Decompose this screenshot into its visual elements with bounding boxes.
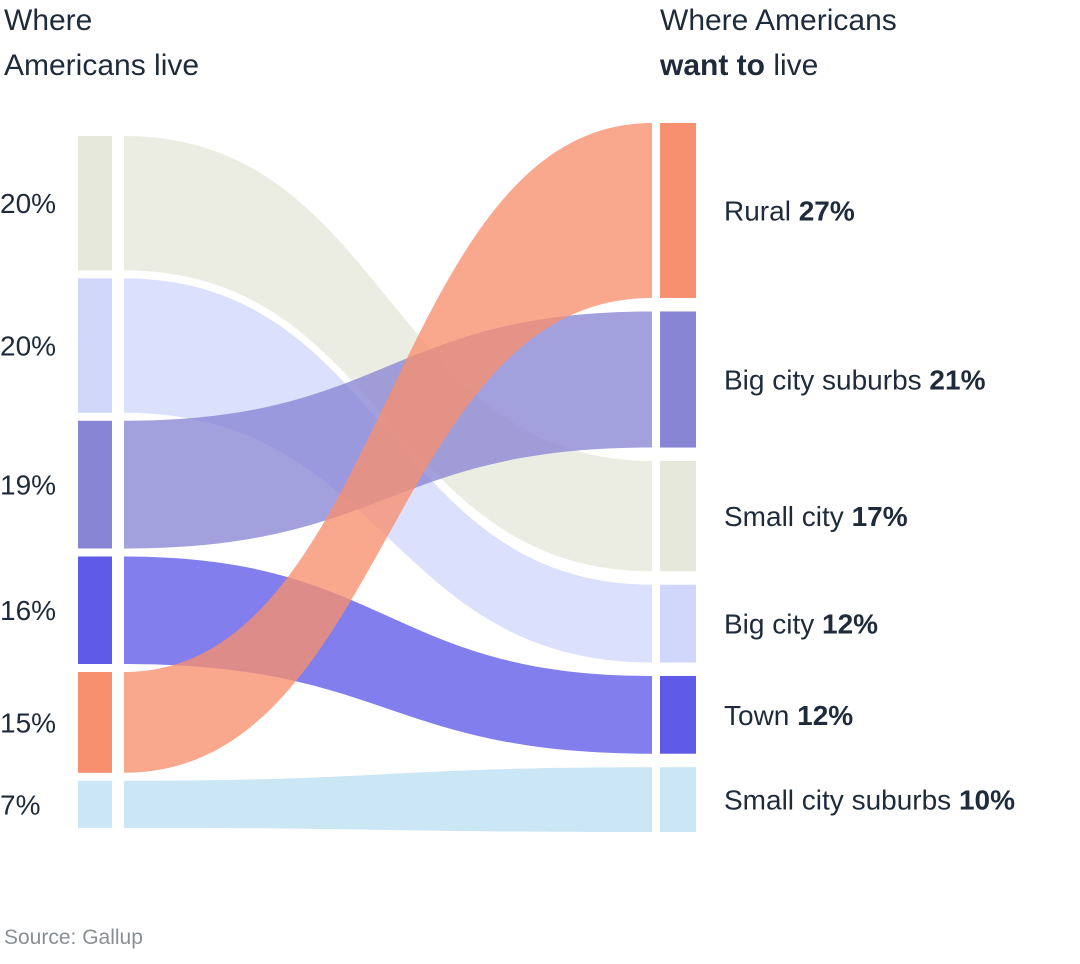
right-label-value: 10%: [959, 785, 1015, 816]
left-bar-small-city: [78, 136, 112, 271]
flow-bands: [124, 123, 652, 833]
right-title-emphasis: want to: [660, 49, 765, 82]
right-bar-rural: [660, 123, 696, 298]
right-label-value: 27%: [799, 195, 855, 226]
left-bar-small-city-suburbs: [78, 780, 112, 828]
left-column-title: Where Americans live: [4, 0, 199, 88]
right-title-line1: Where Americans: [660, 4, 897, 37]
right-label-category: Rural: [724, 195, 799, 226]
left-label-rural: 15%: [0, 707, 56, 738]
source-note: Source: Gallup: [4, 926, 143, 949]
flow-rural: [124, 123, 652, 773]
right-label-value: 21%: [929, 365, 985, 396]
left-label-small-city-suburbs: 7%: [0, 789, 40, 820]
right-label-category: Small city: [724, 501, 852, 532]
left-bar-town: [78, 556, 112, 664]
right-label-town: Town 12%: [724, 700, 853, 731]
right-label-small-city-suburbs: Small city suburbs 10%: [724, 785, 1015, 816]
left-bar-big-city: [78, 278, 112, 413]
right-bar-big-city-suburbs: [660, 311, 696, 448]
left-label-big-city-suburbs: 19%: [0, 470, 56, 501]
right-label-small-city: Small city 17%: [724, 501, 908, 532]
right-label-rural: Rural 27%: [724, 195, 855, 226]
left-bar-rural: [78, 672, 112, 773]
left-label-small-city: 20%: [0, 188, 56, 219]
right-label-big-city-suburbs: Big city suburbs 21%: [724, 365, 986, 396]
node-labels: 20% 20% 19% 16% 15% 7% Rural 27% Big city subur…: [0, 188, 1015, 820]
right-label-category: Small city suburbs: [724, 785, 959, 816]
right-bar-small-city-suburbs: [660, 767, 696, 833]
flow-small-city-suburbs: [124, 767, 652, 833]
right-label-category: Town: [724, 700, 797, 731]
flow-small-city: [124, 136, 652, 572]
right-title-rest: live: [765, 49, 819, 82]
flow-town: [124, 556, 652, 754]
right-label-big-city: Big city 12%: [724, 609, 878, 640]
right-label-value: 12%: [822, 609, 878, 640]
right-label-category: Big city suburbs: [724, 365, 929, 396]
right-label-value: 17%: [852, 501, 908, 532]
right-title-line2: want to live: [660, 43, 897, 88]
right-bar-town: [660, 675, 696, 754]
left-bar-big-city-suburbs: [78, 420, 112, 549]
node-bars: [78, 123, 696, 833]
right-bar-small-city: [660, 461, 696, 572]
right-column-title: Where Americans want to live: [660, 0, 897, 88]
right-bar-big-city: [660, 584, 696, 663]
left-title-line1: Where: [4, 4, 93, 37]
left-label-town: 16%: [0, 595, 56, 626]
left-title-line2: Americans live: [4, 49, 200, 82]
right-label-value: 12%: [797, 700, 853, 731]
right-label-category: Big city: [724, 609, 822, 640]
left-label-big-city: 20%: [0, 331, 56, 362]
